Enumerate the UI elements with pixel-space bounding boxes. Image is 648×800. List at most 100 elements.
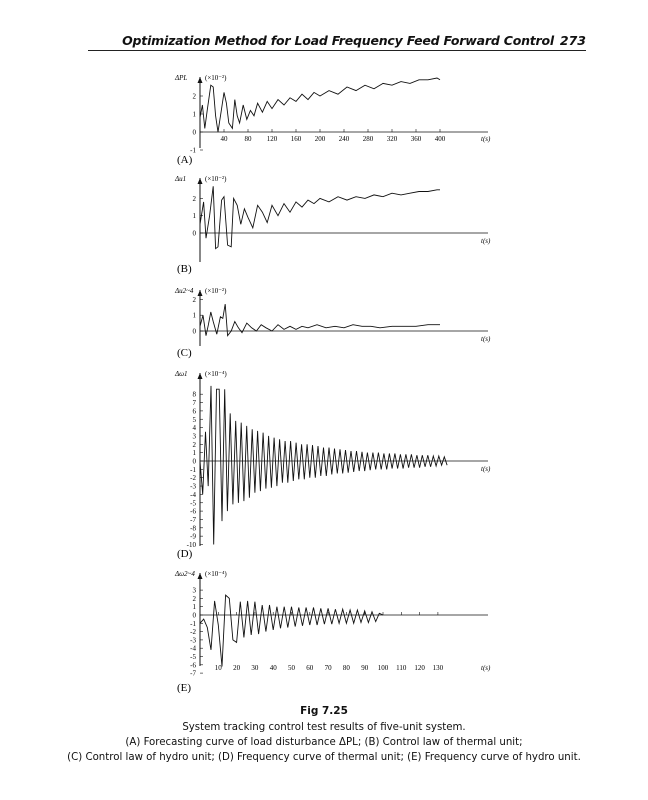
y-tick-label: -1 <box>190 147 196 155</box>
y-tick-label: 8 <box>193 391 197 399</box>
y-tick-label: 1 <box>193 449 197 457</box>
y-tick-label: -6 <box>190 661 196 669</box>
series-line <box>199 385 448 545</box>
y-tick-label: 1 <box>193 111 197 119</box>
caption-line-1: (A) Forecasting curve of load disturbanc… <box>125 737 523 748</box>
series-line <box>199 594 384 667</box>
y-tick-label: 0 <box>193 129 197 137</box>
y-tick-label: 3 <box>193 587 197 595</box>
x-tick-label: 100 <box>378 664 389 672</box>
y-axis-arrow <box>197 290 203 296</box>
y-axis-arrow <box>197 178 203 184</box>
caption-line-2: (C) Control law of hydro unit; (D) Frequ… <box>67 752 581 763</box>
chart-panel-3: Δu2~4 (×10⁻²) 0 1 2 t(s) (C) <box>174 287 491 359</box>
panel-label: (B) <box>177 263 192 275</box>
y-tick-label: -3 <box>190 483 196 491</box>
y-tick-label: -1 <box>190 466 196 474</box>
y-axis-scale: (×10⁻²) <box>205 175 227 183</box>
running-header: Optimization Method for Load Frequency F… <box>0 33 648 51</box>
series-line <box>199 186 440 250</box>
x-tick-label: 120 <box>267 135 278 143</box>
y-tick-label: 0 <box>193 612 197 620</box>
y-tick-label: 2 <box>193 296 197 304</box>
y-tick-label: 0 <box>193 230 197 238</box>
y-tick-label: -2 <box>190 474 196 482</box>
x-tick-label: 60 <box>306 664 314 672</box>
running-title: Optimization Method for Load Frequency F… <box>122 33 554 48</box>
y-tick-label: 4 <box>193 424 197 432</box>
y-tick-label: -10 <box>187 541 197 549</box>
y-axis-scale: (×10⁻⁴) <box>205 370 227 378</box>
y-axis-label: ΔPL <box>174 74 187 82</box>
y-axis-label: Δu1 <box>174 175 186 183</box>
y-axis-arrow <box>197 573 203 579</box>
x-tick-label: 160 <box>291 135 302 143</box>
panel-label: (E) <box>177 682 191 694</box>
x-tick-label: 80 <box>343 664 351 672</box>
x-tick-label: 280 <box>363 135 374 143</box>
y-axis-arrow <box>197 77 203 83</box>
x-tick-label: 70 <box>325 664 333 672</box>
figure-number: Fig 7.25 <box>300 705 348 717</box>
x-axis-label: t(s) <box>481 664 491 672</box>
x-tick-label: 200 <box>315 135 326 143</box>
y-tick-label: -6 <box>190 508 196 516</box>
y-tick-label: 1 <box>193 603 197 611</box>
y-tick-label: -3 <box>190 636 196 644</box>
series-line <box>199 304 440 337</box>
x-tick-label: 10 <box>215 664 223 672</box>
y-tick-label: -1 <box>190 620 196 628</box>
y-tick-label: -4 <box>190 491 196 499</box>
y-tick-label: 2 <box>193 93 197 101</box>
y-axis-label: Δω1 <box>174 370 188 378</box>
x-tick-label: 40 <box>270 664 278 672</box>
header-rule <box>88 50 586 51</box>
y-axis-label: Δω2~4 <box>174 570 195 578</box>
panel-label: (C) <box>177 347 192 359</box>
panel-label: (A) <box>177 154 193 166</box>
x-tick-label: 360 <box>411 135 422 143</box>
y-tick-label: 1 <box>193 212 197 220</box>
x-tick-label: 400 <box>435 135 446 143</box>
y-tick-label: 0 <box>193 458 197 466</box>
y-tick-label: -5 <box>190 499 196 507</box>
y-tick-label: 7 <box>193 399 197 407</box>
y-tick-label: -4 <box>190 645 196 653</box>
x-tick-label: 110 <box>396 664 407 672</box>
page-number: 273 <box>559 33 586 48</box>
y-tick-label: -2 <box>190 628 196 636</box>
x-tick-label: 40 <box>221 135 229 143</box>
y-axis-scale: (×10⁻²) <box>205 74 227 82</box>
y-tick-label: 2 <box>193 595 197 603</box>
caption-title: System tracking control test results of … <box>182 722 466 733</box>
y-tick-label: 5 <box>193 416 197 424</box>
y-axis-scale: (×10⁻⁴) <box>205 570 227 578</box>
x-tick-label: 240 <box>339 135 350 143</box>
x-tick-label: 20 <box>233 664 241 672</box>
x-tick-label: 130 <box>433 664 444 672</box>
y-tick-label: 2 <box>193 441 197 449</box>
x-tick-label: 90 <box>361 664 369 672</box>
y-tick-label: 1 <box>193 312 197 320</box>
x-axis-label: t(s) <box>481 135 491 143</box>
y-axis-scale: (×10⁻²) <box>205 287 227 295</box>
y-tick-label: -7 <box>190 516 196 524</box>
y-tick-label: -7 <box>190 670 196 678</box>
x-tick-label: 320 <box>387 135 398 143</box>
x-tick-label: 120 <box>414 664 425 672</box>
y-axis-label: Δu2~4 <box>174 287 194 295</box>
y-tick-label: 0 <box>193 328 197 336</box>
panel-label: (D) <box>177 548 193 560</box>
chart-panel-2: Δu1 (×10⁻²) 0 1 2 t(s) (B) <box>174 175 491 275</box>
y-axis-arrow <box>197 373 203 379</box>
y-tick-label: 6 <box>193 407 197 415</box>
x-tick-label: 80 <box>245 135 253 143</box>
chart-panel-4: Δω1 (×10⁻⁴) 876543210-1-2-3-4-5-6-7-8-9-10… <box>174 370 491 560</box>
x-axis-label: t(s) <box>481 335 491 343</box>
y-tick-label: -8 <box>190 524 196 532</box>
y-tick-label: 3 <box>193 432 197 440</box>
y-tick-label: 2 <box>193 195 197 203</box>
